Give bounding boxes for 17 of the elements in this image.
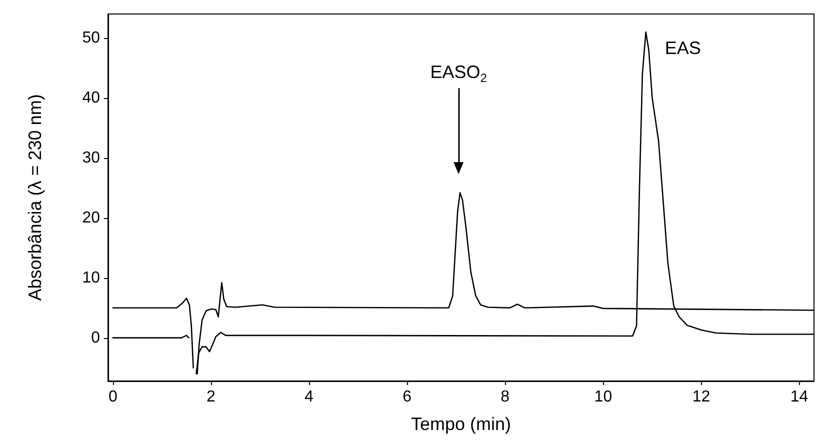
x-tick-label: 0 (108, 388, 118, 406)
x-axis-title: Tempo (min) (410, 414, 512, 434)
x-tick-label: 6 (402, 388, 412, 406)
y-tick-label: 50 (82, 29, 100, 46)
y-tick-label: 40 (82, 89, 100, 106)
x-tick-label: 10 (594, 388, 612, 406)
x-tick-label: 12 (692, 388, 710, 406)
x-tick-label: 14 (790, 388, 808, 406)
y-tick-label: 10 (82, 269, 100, 286)
annotation: EAS (664, 38, 701, 58)
y-tick-label: 30 (82, 149, 100, 166)
y-tick-label: 20 (82, 209, 100, 226)
x-tick-label: 4 (304, 388, 314, 406)
y-axis-title: Absorbância (λ = 230 nm) (25, 94, 45, 301)
x-tick-label: 2 (206, 388, 216, 406)
x-tick-label: 8 (500, 388, 510, 406)
y-tick-label: 0 (91, 329, 100, 346)
